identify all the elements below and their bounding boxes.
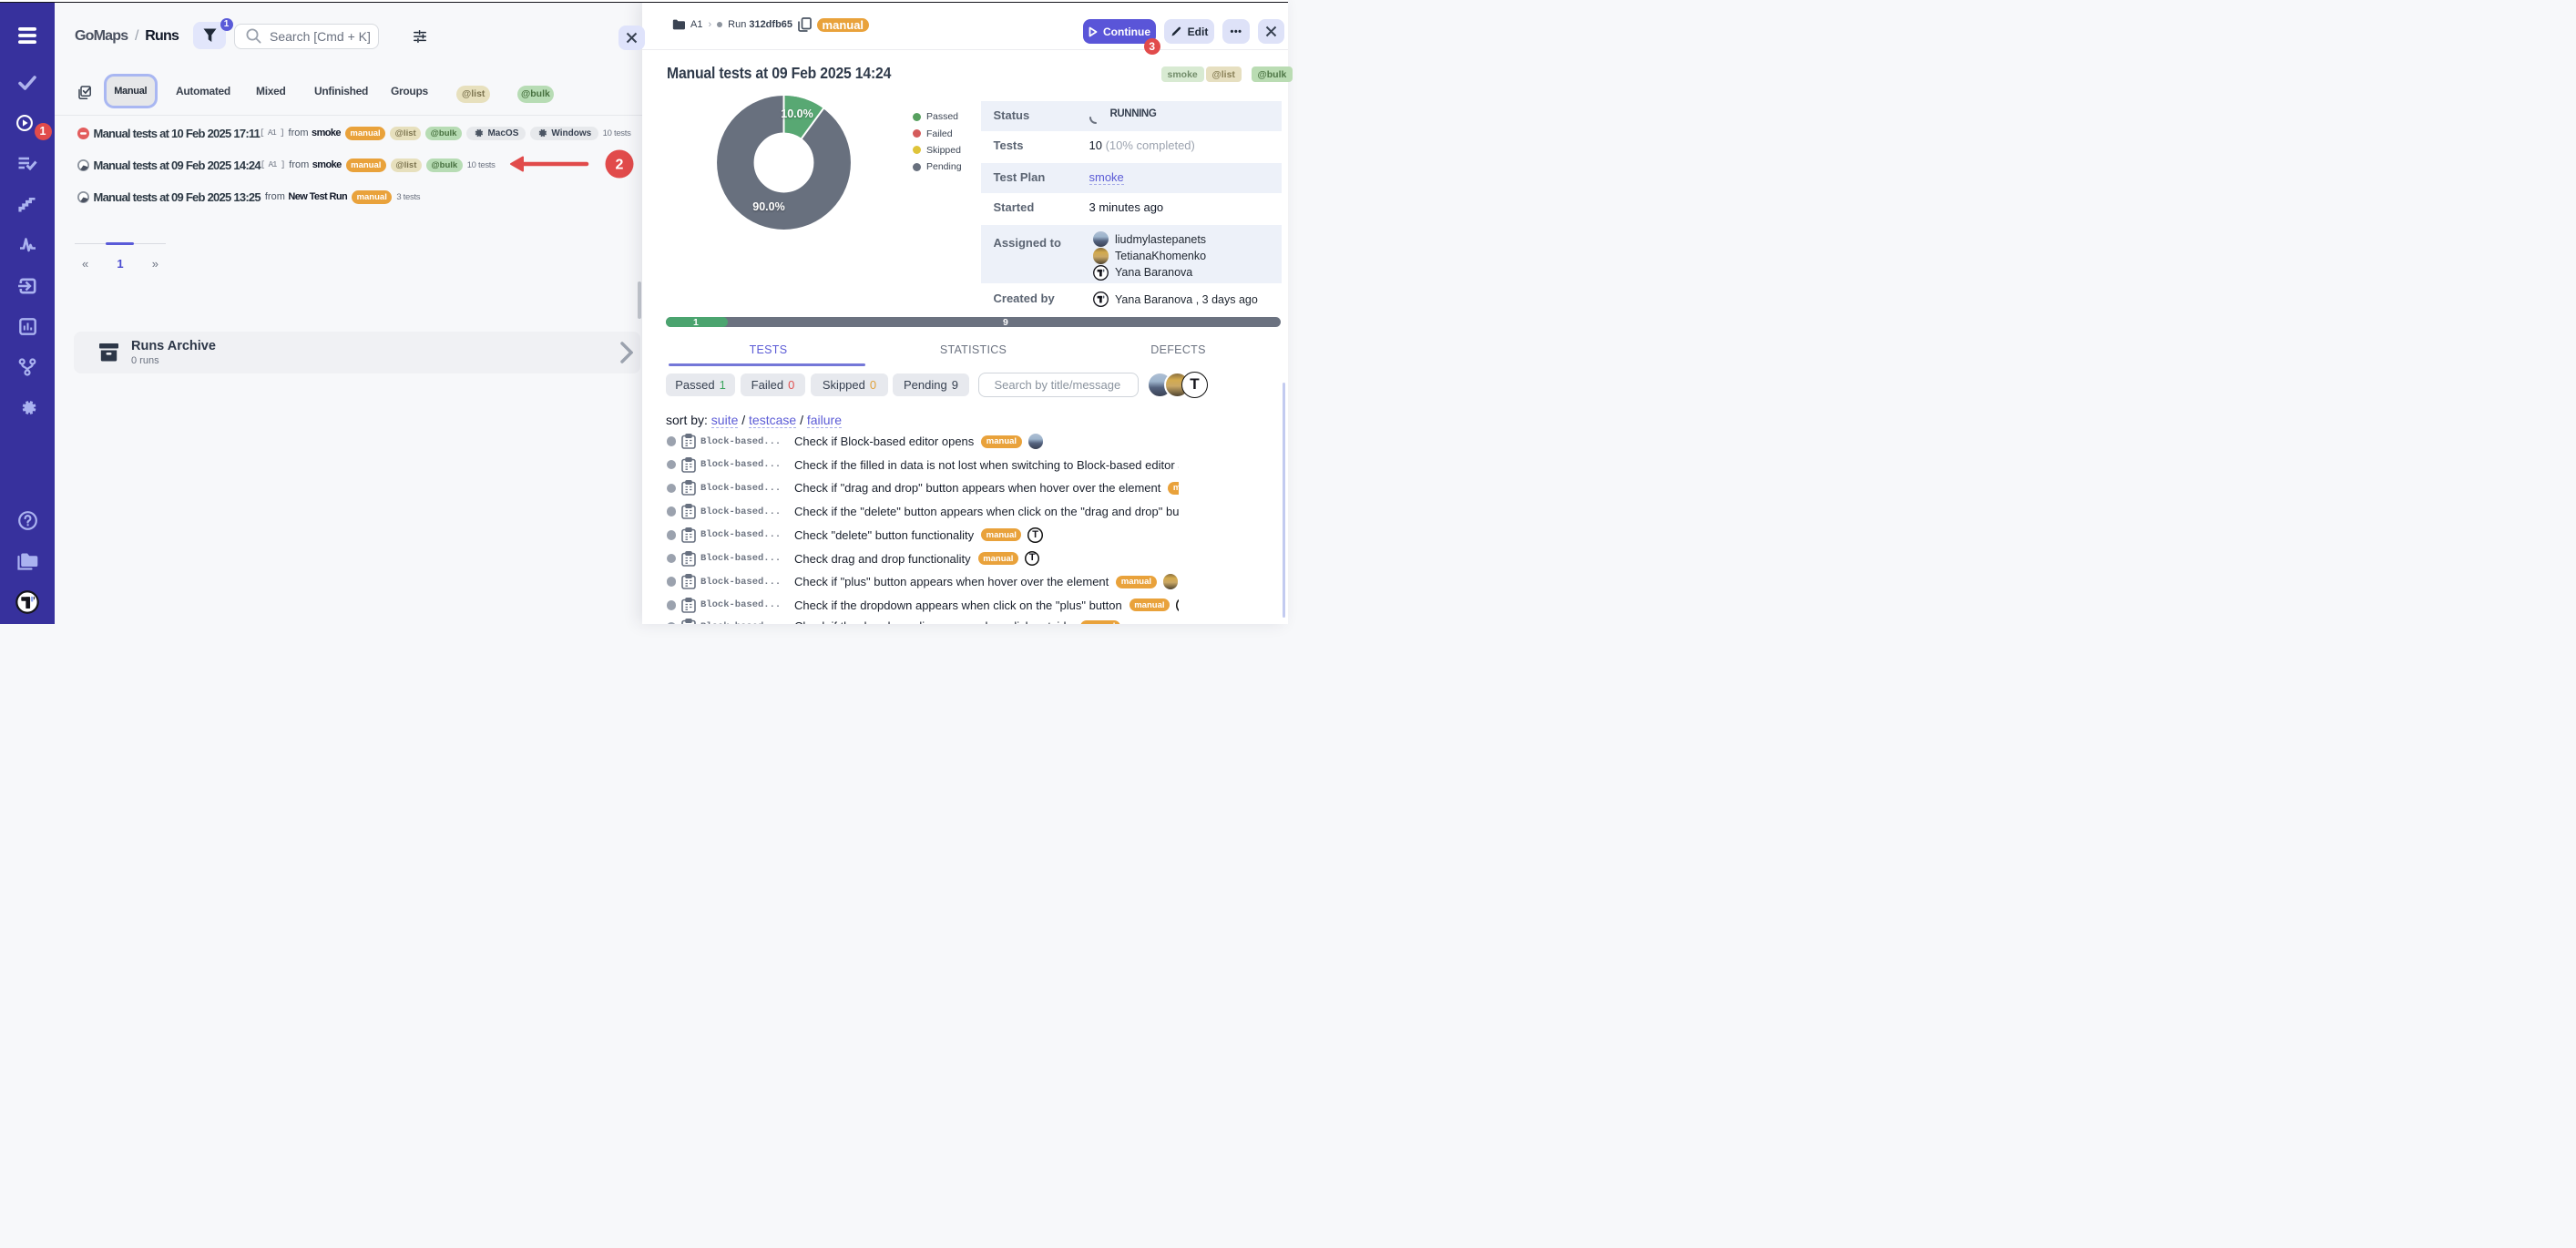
svg-text:2: 2	[616, 158, 624, 173]
